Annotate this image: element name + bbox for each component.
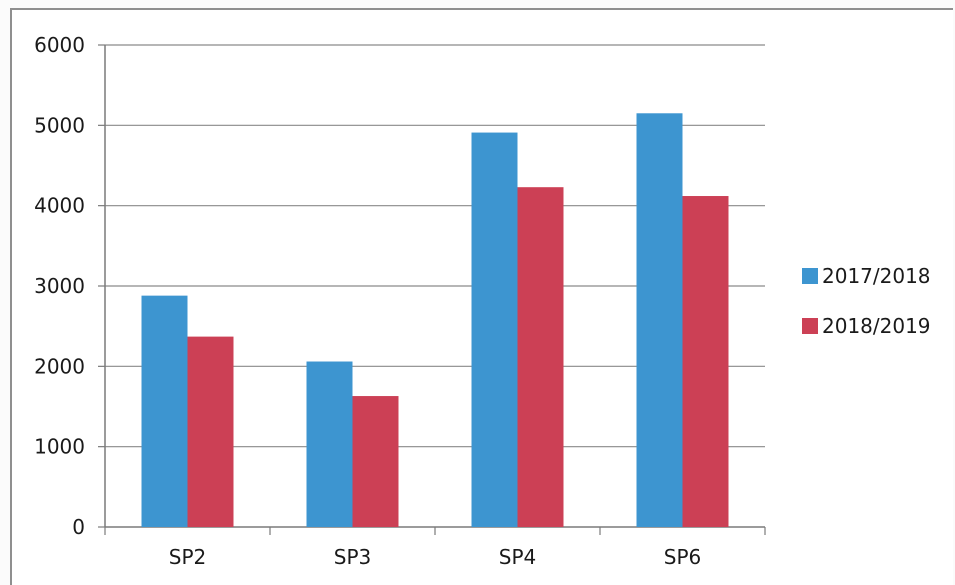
- x-tick-labels: SP2 SP3 SP4 SP6: [169, 545, 701, 569]
- y-tick-label: 2000: [34, 354, 85, 378]
- bars: [141, 113, 729, 528]
- y-tick-label: 0: [72, 515, 85, 539]
- bar-sp4-2017-2018: [471, 132, 518, 527]
- y-tick-labels: 0 1000 2000 3000 4000 5000 6000: [34, 33, 85, 539]
- legend-label: 2018/2019: [822, 314, 931, 338]
- bar-sp2-2017-2018: [141, 295, 188, 527]
- bar-sp3-2018-2019: [352, 396, 399, 527]
- legend-entry: 2017/2018: [802, 264, 931, 288]
- x-tick-label: SP4: [499, 545, 536, 569]
- y-tick-label: 4000: [34, 194, 85, 218]
- legend: 2017/2018 2018/2019: [802, 264, 931, 338]
- legend-entry: 2018/2019: [802, 314, 931, 338]
- y-tick-label: 3000: [34, 274, 85, 298]
- y-tick-label: 6000: [34, 33, 85, 57]
- bar-sp6-2017-2018: [636, 113, 683, 528]
- legend-swatch: [802, 318, 818, 334]
- bar-sp3-2017-2018: [306, 361, 353, 527]
- y-tick-label: 1000: [34, 435, 85, 459]
- x-tick-label: SP3: [334, 545, 371, 569]
- bar-sp4-2018-2019: [517, 187, 564, 527]
- legend-label: 2017/2018: [822, 264, 931, 288]
- legend-swatch: [802, 268, 818, 284]
- y-tick-label: 5000: [34, 113, 85, 137]
- x-tick-label: SP6: [664, 545, 701, 569]
- x-tick-label: SP2: [169, 545, 206, 569]
- bar-sp2-2018-2019: [187, 336, 234, 527]
- bar-sp6-2018-2019: [682, 196, 729, 527]
